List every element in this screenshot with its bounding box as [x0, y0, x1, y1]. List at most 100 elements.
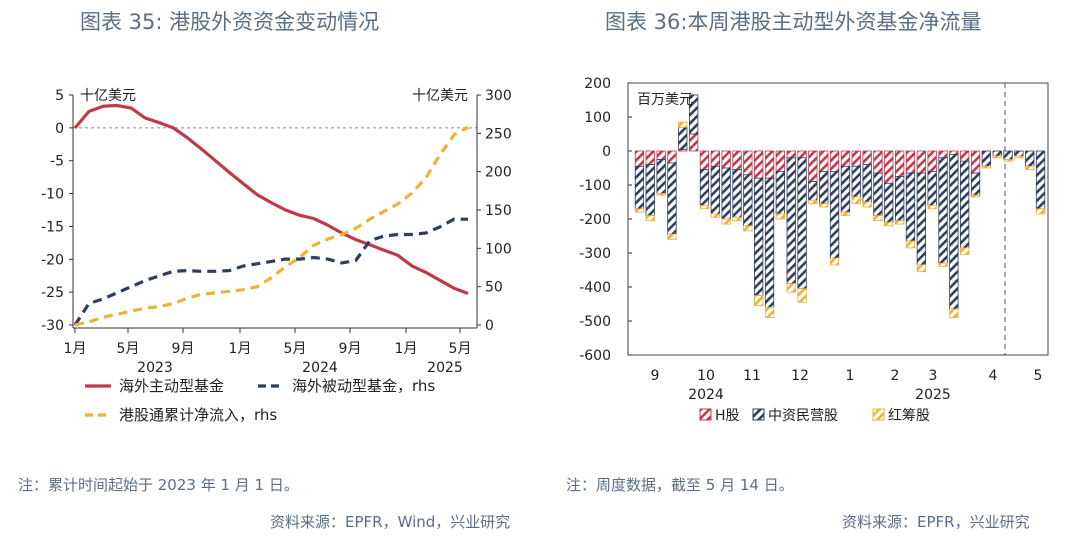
bar-segment-2	[808, 181, 818, 201]
left-y-tick-label: -10	[41, 187, 64, 203]
bar-segment-1	[873, 150, 883, 174]
bar-segment-1	[721, 150, 731, 169]
bar-segment-2	[1003, 150, 1013, 160]
x-month-label: 9	[651, 368, 660, 384]
bar-segment-1	[797, 150, 807, 159]
bar-segment-2	[678, 126, 688, 150]
left-chart-note: 注：累计时间起始于 2023 年 1 月 1 日。	[18, 476, 299, 494]
bar-segment-3	[959, 247, 970, 256]
bar-segment-2	[1014, 150, 1024, 157]
bar-segment-3	[1025, 165, 1035, 171]
bar-segment-1	[699, 150, 710, 171]
bar-segment-1	[916, 150, 927, 174]
bar-segment-3	[992, 155, 1002, 159]
bar-segment-1	[959, 150, 970, 162]
right-y-tick-label: 50	[485, 280, 503, 296]
bar-segment-1	[949, 150, 959, 155]
bar-segment-2	[873, 172, 883, 217]
x-tick-label: 9月	[339, 341, 362, 357]
series-line-1	[73, 103, 469, 295]
bar-segment-1	[840, 150, 851, 167]
y-tick-label: -500	[579, 314, 611, 330]
bar-segment-2	[721, 167, 731, 220]
bar-segment-3	[894, 220, 905, 225]
bar-segment-1	[786, 150, 796, 159]
y-tick-label: 100	[584, 110, 611, 126]
legend-swatch-1	[699, 408, 712, 421]
bar-segment-2	[797, 157, 807, 290]
legend-label-1: 海外主动型基金	[119, 377, 224, 395]
bar-segment-2	[699, 169, 710, 206]
bar-segment-2	[851, 165, 861, 198]
legend-swatch-3	[872, 408, 885, 421]
y-axis-unit: 百万美元	[637, 92, 693, 108]
bar-segment-3	[916, 264, 927, 273]
left-y-tick-label: -15	[41, 219, 64, 235]
bar-segment-1	[753, 150, 764, 179]
legend-label-3: 红筹股	[888, 407, 930, 424]
bar-segment-2	[753, 177, 764, 296]
left-y-tick-label: -25	[41, 285, 64, 301]
bar-segment-2	[688, 94, 699, 135]
left-y-tick-label: 5	[55, 88, 64, 104]
bar-segment-2	[884, 182, 894, 223]
y-tick-label: 200	[584, 76, 611, 92]
legend-label-2: 海外被动型基金，rhs	[292, 377, 435, 395]
bar-segment-3	[905, 240, 916, 249]
legend-swatch-2	[752, 408, 765, 421]
bar-segment-3	[829, 257, 840, 266]
foreign-fund-flows-line-chart: 50-5-10-15-20-25-30300250200150100500十亿美…	[41, 88, 512, 424]
x-tick-label: 1月	[229, 341, 252, 357]
bar-segment-1	[764, 150, 775, 179]
right-axis-unit: 十亿美元	[412, 88, 468, 104]
bar-segment-2	[905, 172, 916, 242]
bar-segment-3	[710, 213, 721, 218]
bar-segment-2	[1025, 150, 1035, 167]
y-tick-label: -200	[579, 212, 611, 228]
bar-segment-3	[797, 288, 807, 303]
bar-segment-3	[873, 215, 883, 222]
left-y-tick-label: -30	[41, 318, 64, 334]
bar-segment-3	[981, 165, 992, 169]
bar-segment-1	[894, 150, 905, 177]
bar-segment-3	[743, 225, 753, 232]
bar-segment-3	[634, 208, 645, 213]
right-chart-source: 资料来源：EPFR，兴业研究	[842, 513, 1030, 531]
bar-segment-3	[862, 201, 872, 208]
bar-segment-3	[938, 262, 948, 268]
bar-segment-3	[786, 283, 796, 293]
bar-segment-1	[732, 150, 742, 171]
bar-segment-1	[829, 150, 840, 172]
right-y-tick-label: 200	[485, 165, 512, 181]
right-chart-title: 图表 36:本周港股主动型外资基金净流量	[605, 10, 982, 34]
bar-segment-2	[732, 169, 742, 218]
bar-segment-3	[764, 306, 775, 318]
series-line-3	[74, 125, 469, 327]
bar-segment-2	[710, 165, 721, 215]
bar-segment-3	[840, 211, 851, 216]
y-tick-label: -300	[579, 246, 611, 262]
bar-segment-2	[927, 170, 937, 206]
x-month-label: 3	[929, 368, 938, 384]
x-month-label: 11	[743, 368, 761, 384]
bar-segment-2	[819, 170, 829, 205]
y-tick-label: -600	[579, 348, 611, 364]
bar-segment-1	[851, 150, 861, 167]
bar-segment-3	[808, 199, 818, 205]
bar-segment-3	[1035, 208, 1046, 215]
bar-segment-3	[699, 204, 710, 210]
right-y-tick-label: 150	[485, 203, 512, 219]
right-y-tick-label: 300	[485, 88, 512, 104]
bar-segment-3	[678, 121, 688, 128]
bar-segment-1	[656, 150, 666, 160]
bar-segment-1	[743, 150, 753, 176]
bar-segment-2	[764, 177, 775, 308]
x-year-label: 2023	[137, 360, 173, 376]
bar-segment-3	[884, 221, 894, 227]
bar-segment-1	[884, 150, 894, 184]
left-chart-title: 图表 35: 港股外资资金变动情况	[80, 10, 380, 34]
bar-segment-3	[721, 218, 731, 225]
left-y-tick-label: -5	[50, 154, 64, 170]
bar-segment-1	[688, 133, 699, 152]
